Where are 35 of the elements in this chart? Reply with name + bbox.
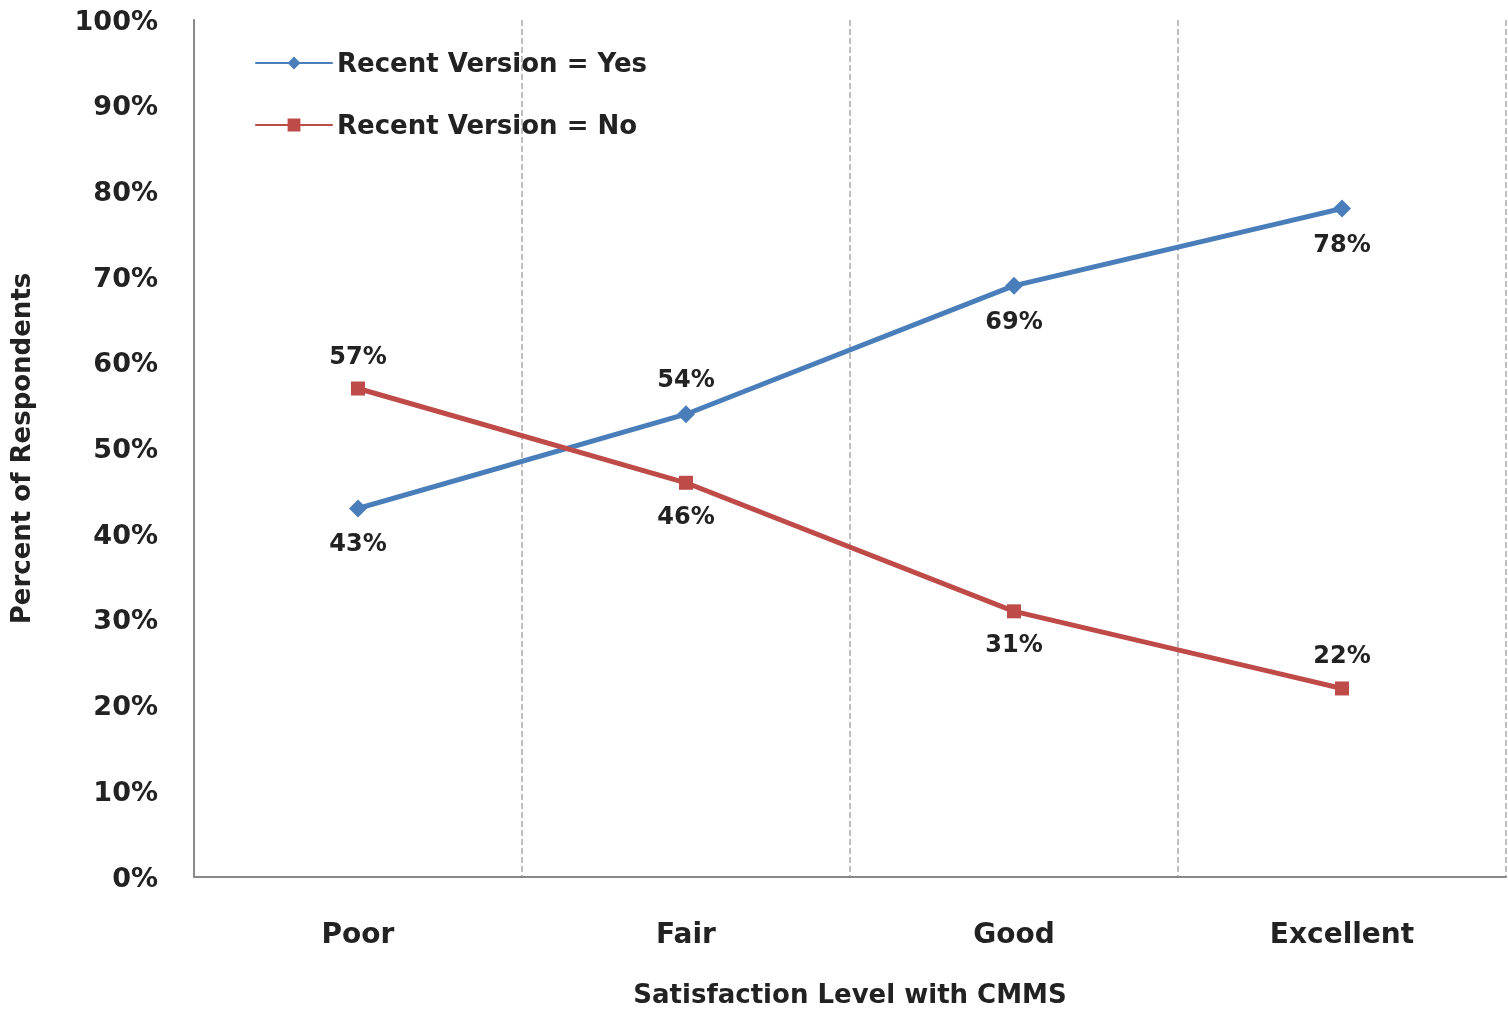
y-tick-label: 100% [74,4,158,36]
y-tick-label: 90% [93,90,158,122]
point [1007,604,1021,619]
point [677,405,695,424]
point [351,381,365,396]
y-tick-label: 60% [93,347,158,379]
data-label: 54% [657,365,715,394]
legend-label: Recent Version = No [337,110,638,140]
point [1333,199,1351,218]
point [679,475,693,490]
point [349,499,367,518]
point [1005,276,1023,295]
data-label: 78% [1313,229,1371,258]
x-tick-label: Excellent [1269,916,1415,950]
x-tick-label: Fair [656,916,717,950]
y-tick-label: 40% [93,518,158,550]
x-axis-title: Satisfaction Level with CMMS [633,979,1067,1009]
x-tick-label: Good [973,916,1055,950]
y-tick-label: 10% [93,775,158,807]
y-tick-label: 30% [93,604,158,636]
data-label: 22% [1313,641,1371,670]
data-label: 31% [985,630,1043,659]
legend-label: Recent Version = Yes [337,48,648,78]
y-tick-label: 20% [93,690,158,722]
data-label: 43% [329,529,387,558]
y-tick-label: 0% [112,861,158,893]
y-tick-label: 70% [93,261,158,293]
data-label: 46% [657,501,715,530]
x-tick-label: Poor [321,916,395,950]
point [1335,681,1349,696]
y-axis-title: Percent of Respondents [6,272,36,625]
data-label: 69% [985,306,1043,335]
y-tick-label: 80% [93,175,158,207]
data-label: 57% [329,341,387,370]
y-tick-label: 50% [93,433,158,464]
